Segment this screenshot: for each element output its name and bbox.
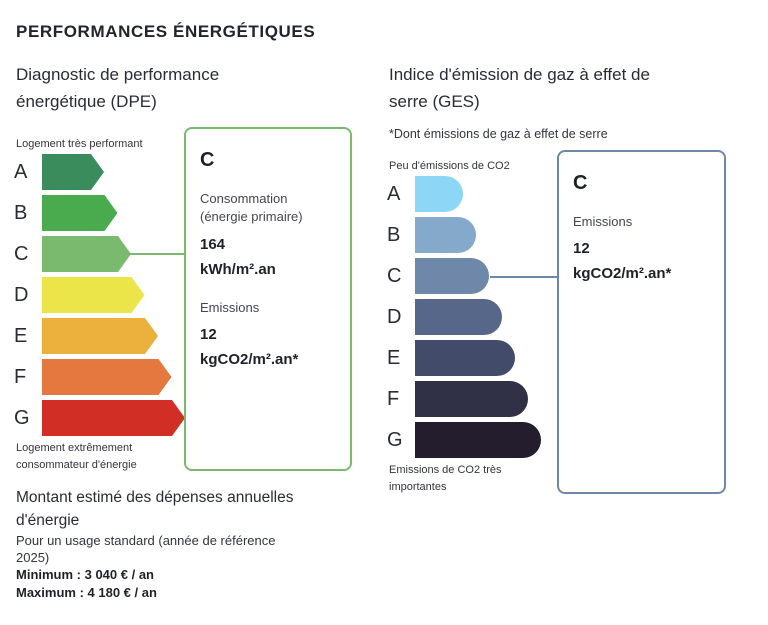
dpe-scale-row-g: G [14, 400, 185, 436]
ges-scale-bar-d [415, 299, 502, 335]
ges-title: Indice d'émission de gaz à effet de serr… [389, 61, 650, 115]
dpe-consumption-value: 164 [200, 236, 226, 253]
ges-scale-row-g: G [387, 422, 541, 458]
ges-scale-letter-f: F [387, 387, 400, 410]
dpe-result-box: C Consommation (énergie primaire) 164 kW… [184, 127, 352, 471]
dpe-scale-letter-g: G [14, 406, 30, 429]
dpe-scale-bar-d [42, 277, 145, 313]
dpe-scale-letter-a: A [14, 160, 28, 183]
dpe-scale-bar-g [42, 400, 185, 436]
dpe-scale-row-b: B [14, 195, 118, 231]
dpe-scale-row-d: D [14, 277, 145, 313]
dpe-bottom-label: Logement extrêmement consommateur d'éner… [16, 440, 137, 474]
dpe-connector [116, 253, 186, 255]
budget-subtitle-line1: Pour un usage standard (année de référen… [16, 533, 276, 548]
dpe-consumption-label-line1: Consommation [200, 191, 288, 206]
ges-emissions-unit: kgCO2/m².an* [573, 265, 672, 282]
ges-scale-row-b: B [387, 217, 476, 253]
dpe-scale-bar-f [42, 359, 172, 395]
ges-scale-bar-a [415, 176, 463, 212]
ges-scale-row-a: A [387, 176, 463, 212]
ges-scale-letter-d: D [387, 305, 402, 328]
dpe-scale-bar-e [42, 318, 158, 354]
dpe-emissions-value: 12 [200, 326, 217, 343]
ges-emissions-value: 12 [573, 240, 590, 257]
ges-scale-bar-g [415, 422, 541, 458]
dpe-scale-letter-b: B [14, 201, 28, 224]
ges-scale-row-e: E [387, 340, 515, 376]
dpe-scale-bar-a [42, 154, 104, 190]
dpe-top-label: Logement très performant [16, 138, 143, 150]
ges-bottom-label-line2: importantes [389, 481, 447, 493]
budget-subtitle-line2: 2025) [16, 550, 50, 565]
ges-emissions-label: Emissions [573, 214, 633, 229]
ges-bottom-label-line1: Emissions de CO2 très [389, 464, 502, 476]
ges-title-line1: Indice d'émission de gaz à effet de [389, 65, 650, 84]
dpe-bottom-label-line2: consommateur d'énergie [16, 459, 137, 471]
dpe-title-line2: énergétique (DPE) [16, 92, 157, 111]
budget-title-line2: d'énergie [16, 512, 80, 529]
dpe-consumption-unit: kWh/m².an [200, 261, 276, 278]
energy-budget: Montant estimé des dépenses annuelles d'… [16, 486, 293, 602]
ges-scale-row-c: C [387, 258, 489, 294]
ges-scale-letter-c: C [387, 264, 402, 287]
dpe-emissions-unit: kgCO2/m².an* [200, 351, 299, 368]
budget-minimum: Minimum : 3 040 € / an [16, 567, 154, 582]
ges-scale-bar-f [415, 381, 528, 417]
dpe-scale-row-c: C [14, 236, 131, 272]
dpe-title: Diagnostic de performance énergétique (D… [16, 61, 219, 115]
ges-scale-letter-e: E [387, 346, 401, 369]
ges-emissions: 12 kgCO2/m².an* [573, 236, 671, 286]
dpe-consumption: 164 kWh/m².an [200, 232, 276, 282]
section-title: PERFORMANCES ÉNERGÉTIQUES [16, 22, 316, 41]
ges-connector [490, 276, 560, 278]
ges-scale-bar-c [415, 258, 489, 294]
ges-selected-class: C [573, 172, 588, 194]
dpe-scale-row-a: A [14, 154, 104, 190]
dpe-scale-bar-b [42, 195, 118, 231]
dpe-scale-letter-f: F [14, 365, 27, 388]
ges-title-line2: serre (GES) [389, 92, 480, 111]
ges-top-label: Peu d'émissions de CO2 [389, 160, 510, 172]
dpe-consumption-label-line2: (énergie primaire) [200, 209, 303, 224]
ges-scale-letter-g: G [387, 428, 403, 451]
ges-result-box: C Emissions 12 kgCO2/m².an* [557, 150, 726, 494]
budget-maximum: Maximum : 4 180 € / an [16, 585, 157, 600]
dpe-selected-class: C [200, 149, 215, 171]
ges-scale-bar-b [415, 217, 476, 253]
dpe-consumption-label: Consommation (énergie primaire) [200, 190, 303, 226]
ges-scale-row-d: D [387, 299, 502, 335]
ges-scale-letter-a: A [387, 182, 401, 205]
dpe-scale-letter-e: E [14, 324, 28, 347]
dpe-scale-letter-d: D [14, 283, 29, 306]
budget-title-line1: Montant estimé des dépenses annuelles [16, 489, 294, 506]
dpe-bottom-label-line1: Logement extrêmement [16, 442, 133, 454]
dpe-emissions: 12 kgCO2/m².an* [200, 322, 298, 372]
dpe-emissions-label: Emissions [200, 300, 260, 315]
dpe-scale-row-f: F [14, 359, 172, 395]
ges-scale-letter-b: B [387, 223, 401, 246]
dpe-title-line1: Diagnostic de performance [16, 65, 220, 84]
ges-note: *Dont émissions de gaz à effet de serre [389, 127, 608, 141]
dpe-scale-row-e: E [14, 318, 158, 354]
ges-scale-row-f: F [387, 381, 528, 417]
ges-bottom-label: Emissions de CO2 très importantes [389, 462, 501, 496]
dpe-scale-letter-c: C [14, 242, 29, 265]
ges-scale-bar-e [415, 340, 515, 376]
